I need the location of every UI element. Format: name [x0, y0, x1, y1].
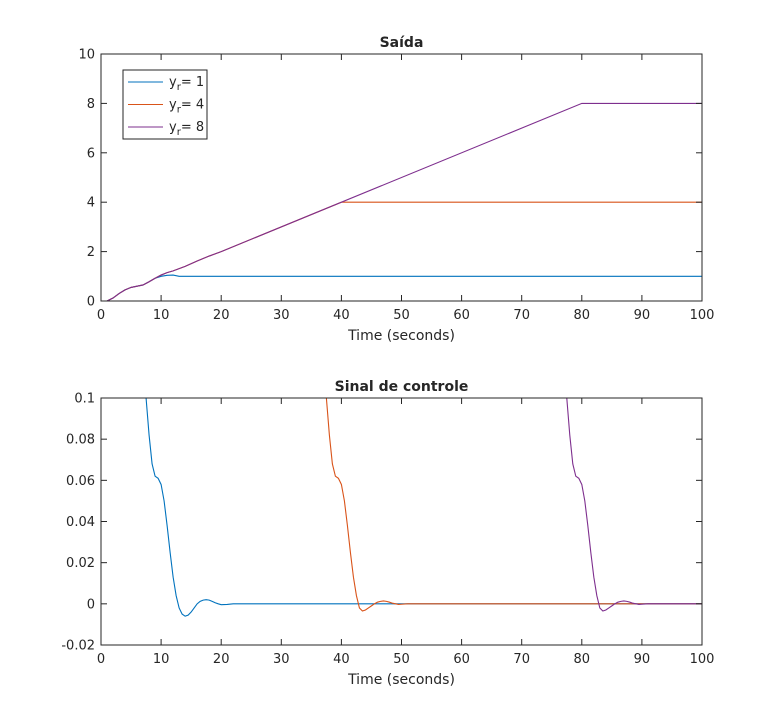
chart-0: 0 10 20 30 40 50 60 70 80 90 100 0 2 4 6 8 10 Saída Time (…: [78, 35, 714, 344]
x-tick-label: 40: [333, 308, 350, 323]
chart-title: Saída: [380, 35, 424, 51]
x-tick-label: 60: [453, 652, 470, 667]
y-tick-label: 0.08: [66, 433, 95, 448]
x-axis-label: Time (seconds): [347, 328, 455, 344]
series-line-3: [101, 398, 702, 612]
y-tick-label: 0.1: [74, 392, 95, 407]
y-tick-label: 0: [87, 295, 95, 310]
x-tick-label: 80: [574, 652, 591, 667]
x-tick-label: 10: [153, 652, 170, 667]
series-line-1: [101, 398, 702, 617]
y-tick-label: 6: [87, 146, 95, 161]
x-tick-label: 70: [513, 308, 530, 323]
x-tick-label: 100: [690, 308, 715, 323]
y-tick-label: 10: [78, 48, 95, 63]
legend: yr= 1 yr= 4 yr= 8: [122, 69, 208, 140]
y-tick-label: 0.02: [66, 556, 95, 571]
x-tick-label: 50: [393, 308, 410, 323]
x-tick-label: 50: [393, 652, 410, 667]
x-tick-label: 80: [574, 308, 591, 323]
x-tick-label: 60: [453, 308, 470, 323]
series-line-3: [101, 102, 702, 301]
series-line-2: [101, 398, 702, 612]
x-tick-label: 30: [273, 308, 290, 323]
x-tick-label: 90: [634, 652, 651, 667]
x-tick-label: 0: [97, 308, 105, 323]
x-tick-label: 20: [213, 308, 230, 323]
legend-entry-label: yr= 4: [169, 98, 204, 116]
y-tick-label: 4: [87, 196, 95, 211]
y-tick-label: -0.02: [61, 639, 95, 654]
y-tick-label: 0: [87, 597, 95, 612]
x-tick-label: 20: [213, 652, 230, 667]
x-tick-label: 40: [333, 652, 350, 667]
x-tick-label: 0: [97, 652, 105, 667]
legend-entry-label: yr= 8: [169, 120, 204, 138]
x-tick-label: 70: [513, 652, 530, 667]
y-tick-label: 2: [87, 245, 95, 260]
x-tick-label: 100: [690, 652, 715, 667]
x-axis-label: Time (seconds): [347, 672, 455, 688]
x-tick-label: 10: [153, 308, 170, 323]
y-tick-label: 0.06: [66, 474, 95, 489]
legend-entry-label: yr= 1: [169, 75, 204, 93]
y-tick-label: 8: [87, 97, 95, 112]
x-tick-label: 30: [273, 652, 290, 667]
chart-title: Sinal de controle: [335, 379, 469, 395]
chart-1: 0 10 20 30 40 50 60 70 80 90 100-0.0200.020.040.06…: [61, 379, 714, 688]
x-tick-label: 90: [634, 308, 651, 323]
y-tick-label: 0.04: [66, 515, 95, 530]
